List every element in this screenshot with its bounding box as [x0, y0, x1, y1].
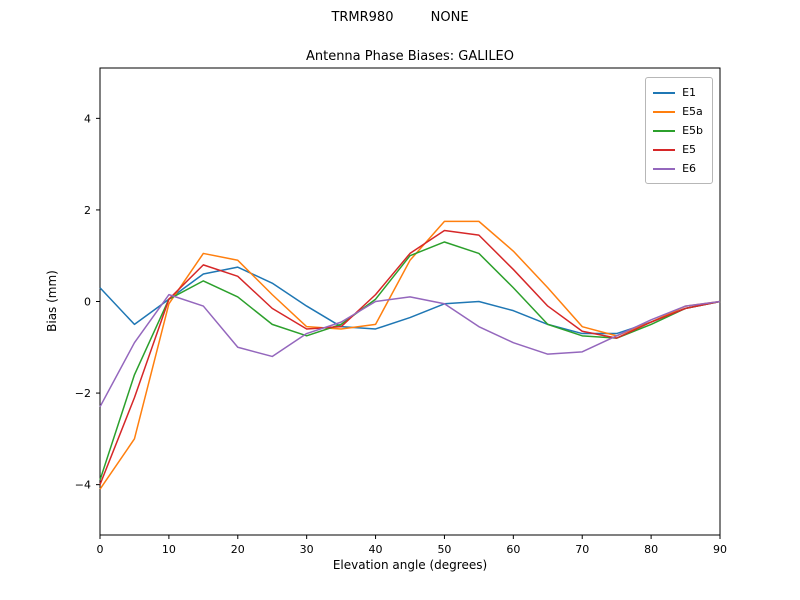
legend-swatch-E5a [653, 110, 676, 113]
series-line-E5a [99, 220, 721, 490]
x-tick-label: 90 [713, 543, 727, 556]
x-tick-label: 60 [506, 543, 520, 556]
chart-title: Antenna Phase Biases: GALILEO [305, 49, 515, 64]
legend-label-E5a: E5a [682, 105, 703, 118]
legend-entry-E5: E5 [653, 140, 703, 159]
x-tick-label: 0 [97, 543, 104, 556]
x-tick-label: 20 [231, 543, 245, 556]
series-line-E1 [99, 266, 721, 335]
y-tick-label: 4 [84, 112, 91, 125]
legend-label-E6: E6 [682, 162, 697, 175]
legend: E1 E5a E5b E5 E6 [645, 77, 713, 184]
series-line-E5b [99, 241, 721, 481]
legend-label-E1: E1 [682, 86, 697, 99]
x-tick-label: 80 [644, 543, 658, 556]
y-axis-label: Bias (mm) [45, 270, 59, 332]
legend-entry-E6: E6 [653, 159, 703, 178]
plot-frame [99, 67, 721, 536]
x-tick-label: 70 [575, 543, 589, 556]
legend-entry-E5b: E5b [653, 121, 703, 140]
legend-swatch-E5 [653, 148, 676, 151]
y-tick-label: −2 [75, 387, 91, 400]
legend-swatch-E6 [653, 167, 676, 170]
series-line-E5 [99, 229, 721, 485]
figure-suptitle: TRMR980 NONE [331, 10, 469, 25]
x-tick-label: 40 [369, 543, 383, 556]
y-tick-label: −4 [75, 479, 91, 492]
x-axis-label: Elevation angle (degrees) [332, 558, 488, 572]
legend-entry-E5a: E5a [653, 102, 703, 121]
x-tick-label: 10 [162, 543, 176, 556]
legend-label-E5b: E5b [682, 124, 703, 137]
legend-swatch-E5b [653, 129, 676, 132]
series-line-E6 [99, 293, 721, 408]
x-tick-label: 50 [437, 543, 451, 556]
y-tick-label: 0 [84, 296, 91, 309]
y-tick-label: 2 [84, 204, 91, 217]
legend-swatch-E1 [653, 91, 676, 94]
x-tick-label: 30 [300, 543, 314, 556]
legend-label-E5: E5 [682, 143, 697, 156]
legend-entry-E1: E1 [653, 83, 703, 102]
